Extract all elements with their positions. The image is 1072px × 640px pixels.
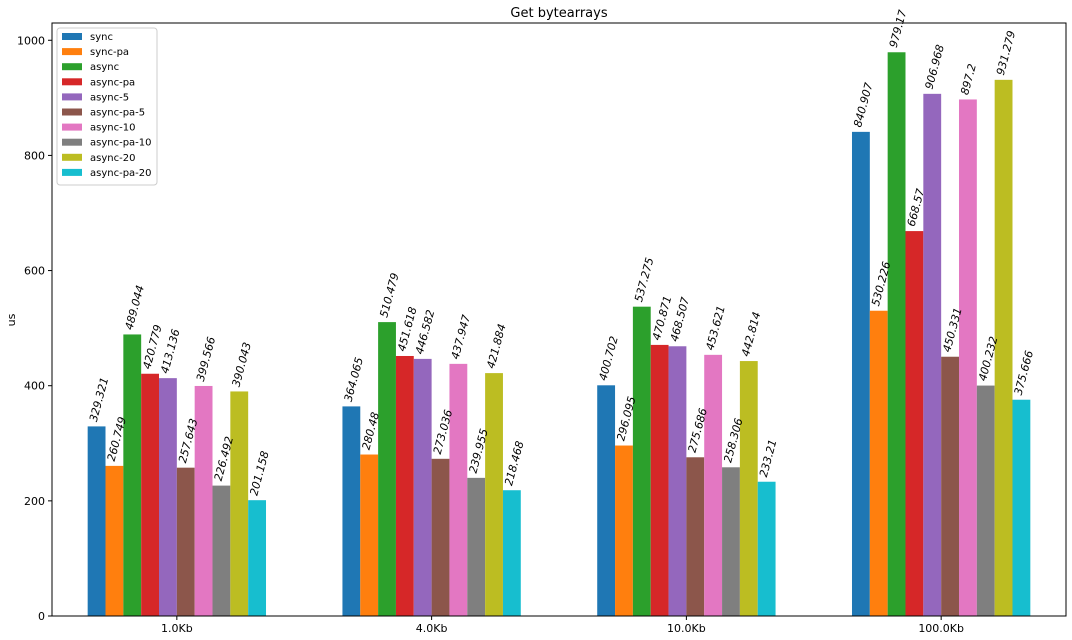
- data-label: 979.17: [887, 8, 910, 49]
- bar: [941, 356, 959, 616]
- legend: sync sync-pa async async-pa async-5 async-pa-…: [56, 27, 158, 186]
- bar: [887, 52, 906, 616]
- legend-label: async-20: [90, 153, 135, 164]
- legend-swatch: [62, 108, 82, 116]
- x-tick-label: 10.0Kb: [667, 622, 706, 635]
- data-label: 201.158: [247, 450, 271, 497]
- y-axis: 0 200 400 600 800 1000: [17, 34, 52, 623]
- bar: [342, 406, 361, 616]
- bar: [1012, 399, 1031, 616]
- legend-label: async-pa-10: [90, 138, 152, 149]
- bar: [431, 458, 450, 616]
- y-tick-label: 400: [24, 380, 45, 393]
- bar: [248, 500, 267, 616]
- bar: [105, 465, 124, 616]
- data-label: 390.043: [230, 341, 254, 388]
- legend-label: async: [90, 62, 119, 73]
- bar: [485, 373, 503, 616]
- y-tick-label: 800: [24, 149, 45, 162]
- bar: [194, 385, 213, 616]
- bar: [176, 467, 195, 616]
- bars-layer: [87, 52, 1031, 617]
- legend-label: sync: [90, 32, 113, 43]
- data-label: 218.468: [502, 440, 526, 487]
- bar: [212, 485, 231, 616]
- bar: [739, 361, 758, 616]
- data-label: 510.479: [377, 272, 401, 319]
- legend-label: async-pa-5: [90, 108, 145, 119]
- y-tick-label: 0: [38, 610, 45, 623]
- y-axis-label: us: [5, 313, 18, 326]
- x-tick-label: 4.0Kb: [416, 622, 448, 635]
- y-tick-label: 600: [24, 265, 45, 278]
- data-label: 840.907: [851, 81, 875, 128]
- y-tick-label: 200: [24, 495, 45, 508]
- bar: [597, 385, 616, 616]
- legend-label: async-5: [90, 92, 129, 103]
- bar: [757, 481, 776, 616]
- y-tick-label: 1000: [17, 34, 45, 47]
- data-label: 399.566: [194, 335, 218, 382]
- bar: [704, 354, 723, 616]
- legend-swatch: [62, 123, 82, 131]
- bar: [650, 344, 669, 616]
- data-label: 906.968: [923, 43, 947, 90]
- bar: [686, 457, 705, 616]
- chart-title: Get bytearrays: [510, 6, 607, 21]
- legend-swatch: [62, 78, 82, 86]
- legend-swatch: [62, 153, 82, 161]
- legend-swatch: [62, 93, 82, 101]
- bar: [632, 306, 651, 616]
- bar: [230, 391, 249, 616]
- legend-swatch: [62, 63, 82, 71]
- bar: [994, 79, 1013, 617]
- bar: [123, 334, 142, 616]
- bar: [722, 467, 740, 616]
- legend-swatch: [62, 138, 82, 146]
- data-label: 375.666: [1012, 349, 1036, 396]
- bar: [851, 131, 870, 617]
- bar: [905, 231, 924, 616]
- bar: [159, 378, 177, 616]
- bar: [668, 346, 687, 616]
- data-label: 400.702: [596, 335, 620, 382]
- bar: [413, 358, 432, 616]
- legend-swatch: [62, 168, 82, 176]
- bar: [976, 385, 995, 616]
- data-label: 364.065: [342, 356, 366, 403]
- data-label: 329.321: [87, 376, 111, 423]
- legend-swatch: [62, 48, 82, 56]
- legend-label: async-10: [90, 123, 135, 134]
- bar: [923, 93, 942, 616]
- bar: [467, 477, 486, 616]
- data-label: 437.947: [449, 313, 473, 360]
- bar: [87, 426, 106, 616]
- x-tick-label: 100.0Kb: [918, 622, 964, 635]
- x-axis: 1.0Kb 4.0Kb 10.0Kb 100.0Kb: [161, 616, 964, 635]
- plot-frame: [51, 22, 1067, 617]
- data-label: 489.044: [123, 284, 147, 331]
- data-label: 453.621: [703, 304, 727, 351]
- x-tick-label: 1.0Kb: [161, 622, 193, 635]
- bar: [869, 310, 888, 616]
- bar: [360, 454, 379, 616]
- bar: [141, 373, 160, 616]
- legend-swatch: [62, 33, 82, 40]
- bar: [502, 490, 521, 616]
- bar: [378, 322, 396, 616]
- bar: [958, 99, 977, 617]
- legend-label: async-pa: [90, 77, 135, 88]
- data-label: 442.814: [739, 311, 763, 358]
- bar: [395, 355, 414, 616]
- data-label: 233.21: [757, 438, 780, 479]
- legend-label: sync-pa: [90, 47, 129, 58]
- bar: [449, 363, 468, 616]
- data-label: 421.884: [484, 323, 508, 370]
- data-label: 897.2: [958, 62, 979, 96]
- legend-label: async-pa-20: [90, 168, 152, 179]
- data-label: 931.279: [994, 29, 1018, 76]
- bar: [615, 445, 633, 616]
- data-label: 537.275: [632, 256, 656, 303]
